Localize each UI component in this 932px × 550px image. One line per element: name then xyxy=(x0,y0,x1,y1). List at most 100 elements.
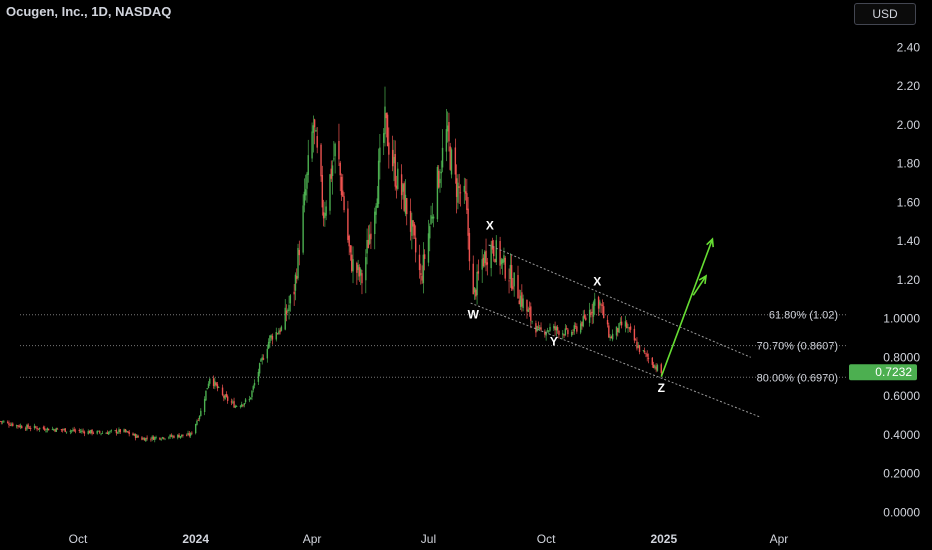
candle-body xyxy=(241,404,243,407)
candle-body xyxy=(27,424,29,428)
candle-body xyxy=(391,149,394,167)
candle-body xyxy=(260,359,262,362)
candle-body xyxy=(108,432,110,435)
candle-body xyxy=(244,399,247,403)
candle-body xyxy=(540,327,542,330)
candle-body xyxy=(155,437,157,439)
candle-body xyxy=(168,437,170,439)
candle-body xyxy=(553,325,555,329)
candle-body xyxy=(74,430,77,432)
candle-body xyxy=(546,330,549,332)
candle-body xyxy=(109,431,111,433)
candle-body xyxy=(620,321,623,326)
candle-body xyxy=(26,425,28,430)
candle-body xyxy=(182,434,184,436)
candle-body xyxy=(347,208,349,240)
candle-body xyxy=(280,326,283,331)
candle-body xyxy=(457,182,459,203)
fib-level-label: 70.70% (0.8607) xyxy=(757,341,838,353)
candle-body xyxy=(522,298,524,308)
projection-arrow-head xyxy=(698,274,708,285)
candle-body xyxy=(151,436,153,440)
candle-body xyxy=(194,423,197,434)
candle-body xyxy=(96,431,98,434)
wave-label: X xyxy=(593,275,601,289)
candle-body xyxy=(137,435,139,438)
candle-body xyxy=(430,215,432,224)
candle-body xyxy=(563,334,565,336)
candle-body xyxy=(159,437,161,440)
candle-body xyxy=(276,333,279,335)
candle-body xyxy=(221,387,224,395)
candle-body xyxy=(549,326,551,331)
candle-body xyxy=(499,240,501,266)
candle-body xyxy=(441,147,444,168)
candle-body xyxy=(594,298,596,306)
candle-body xyxy=(454,147,457,175)
candle-body xyxy=(24,428,27,430)
candle-body xyxy=(99,431,101,433)
currency-selector[interactable]: USD xyxy=(854,3,916,25)
y-tick-label: 1.80 xyxy=(897,157,921,171)
candle-body xyxy=(154,437,156,441)
candle-body xyxy=(554,326,556,330)
candle-body xyxy=(448,122,450,142)
candle-body xyxy=(302,205,304,253)
candle-body xyxy=(385,113,387,119)
candle-body xyxy=(455,178,458,197)
candle-body xyxy=(592,302,595,317)
candle-body xyxy=(445,129,448,152)
candle-body xyxy=(528,308,531,310)
candle-body xyxy=(472,263,474,295)
candle-body xyxy=(400,174,403,196)
candle-body xyxy=(178,434,180,438)
y-tick-label: 0.0000 xyxy=(883,505,920,519)
candle-body xyxy=(655,366,657,370)
candle-body xyxy=(134,434,137,439)
candle-body xyxy=(656,365,659,371)
candle-body xyxy=(142,438,144,440)
candle-body xyxy=(169,434,171,438)
candle-body xyxy=(106,432,109,435)
candle-body xyxy=(136,435,138,438)
candle-body xyxy=(368,234,371,244)
candle-body xyxy=(572,332,574,334)
candle-body xyxy=(574,325,577,327)
candle-body xyxy=(567,329,569,335)
candle-body xyxy=(519,295,522,307)
candle-body xyxy=(359,269,362,276)
candle-body xyxy=(421,275,423,281)
candle-body xyxy=(638,345,641,352)
candle-body xyxy=(47,428,50,431)
candle-body xyxy=(279,329,281,333)
candle-body xyxy=(413,224,416,236)
y-tick-label: 0.6000 xyxy=(883,389,920,403)
candle-body xyxy=(583,315,586,318)
candle-body xyxy=(379,147,381,163)
candle-body xyxy=(78,430,81,431)
candle-body xyxy=(601,304,604,306)
x-tick-label: Jul xyxy=(421,532,436,546)
candle-body xyxy=(330,168,332,179)
candle-body xyxy=(627,327,629,329)
candle-body xyxy=(209,378,211,384)
candle-body xyxy=(235,406,238,407)
y-tick-label: 0.4000 xyxy=(883,428,920,442)
candle-body xyxy=(338,140,340,160)
candle-body xyxy=(197,419,199,421)
candle-body xyxy=(361,273,363,284)
candle-body xyxy=(296,276,298,279)
candle-body xyxy=(110,430,112,432)
candle-body xyxy=(409,210,412,232)
candle-body xyxy=(500,259,503,265)
candle-body xyxy=(406,198,408,215)
wave-label: X xyxy=(486,218,494,232)
candle-body xyxy=(170,435,173,437)
candle-body xyxy=(127,431,129,433)
candle-body xyxy=(249,397,252,400)
candle-body xyxy=(133,433,135,436)
candle-body xyxy=(642,350,645,351)
candle-body xyxy=(440,171,442,174)
candle-body xyxy=(608,325,610,338)
